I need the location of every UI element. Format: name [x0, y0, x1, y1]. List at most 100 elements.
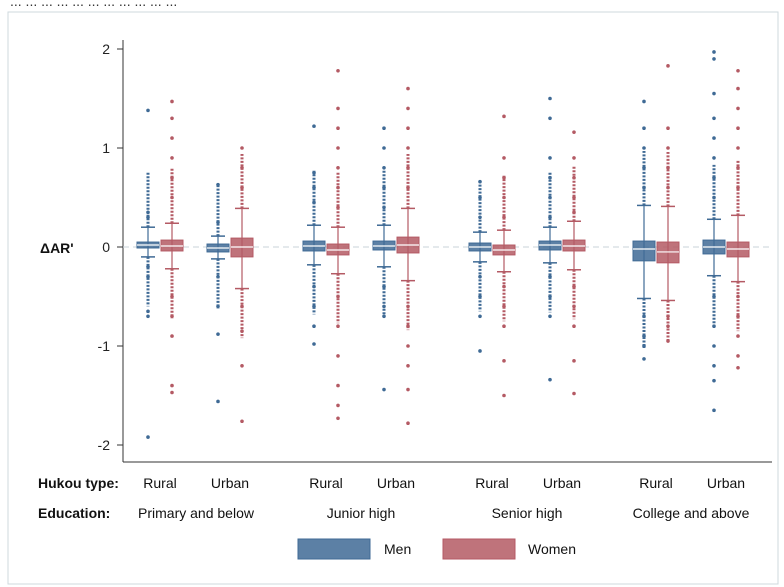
outlier-point: [502, 359, 506, 363]
y-tick-label: 1: [102, 140, 110, 156]
box-senior-high-rural-men: [468, 179, 492, 353]
box-college-and-above-rural-men: [632, 99, 656, 361]
y-tick-label: 2: [102, 41, 110, 57]
header-text: ... ... ... ... ... ... ... ... ... ... …: [10, 0, 177, 9]
outlier-point: [666, 146, 670, 150]
outlier-point: [240, 146, 244, 150]
outlier-point: [216, 399, 220, 404]
box-iqr: [632, 240, 656, 262]
outlier-point: [406, 126, 410, 130]
outlier-point: [666, 126, 670, 130]
outlier-point: [736, 354, 740, 358]
y-tick-label: -2: [98, 437, 111, 453]
hukou-label: Rural: [309, 475, 342, 491]
outlier-point: [478, 349, 482, 353]
box-junior-high-urban-women: [396, 86, 420, 426]
outlier-point: [572, 324, 576, 329]
outlier-point: [240, 364, 244, 368]
outlier-point: [146, 435, 150, 439]
outlier-point: [736, 68, 740, 73]
outlier-point: [170, 390, 174, 395]
outlier-point: [572, 130, 576, 134]
hukou-label: Urban: [707, 475, 745, 491]
outlier-point: [146, 309, 150, 314]
outlier-point: [216, 332, 220, 336]
outlier-point: [170, 116, 174, 121]
outlier-point: [170, 136, 174, 140]
boxes: [136, 50, 750, 439]
box-junior-high-urban-men: [372, 126, 396, 392]
outlier-point: [548, 377, 552, 382]
legend-swatch: [442, 538, 516, 560]
outlier-point: [572, 359, 576, 363]
box-senior-high-rural-women: [492, 114, 516, 398]
outlier-point: [736, 126, 740, 130]
outlier-point: [642, 126, 646, 130]
outlier-point: [642, 146, 646, 150]
outlier-point: [548, 116, 552, 121]
y-tick-label: 0: [102, 239, 110, 255]
outlier-point: [336, 383, 340, 388]
legend-label: Women: [528, 541, 576, 557]
hukou-label: Rural: [639, 475, 672, 491]
education-labels: Primary and below Junior high Senior high C…: [138, 505, 750, 521]
hukou-label: Urban: [543, 475, 581, 491]
outlier-point: [548, 96, 552, 101]
outlier-point: [382, 166, 386, 170]
outlier-point: [642, 357, 646, 361]
y-ticks: -2 -1 0 1 2: [98, 41, 123, 453]
y-axis-label: ΔAR': [40, 240, 74, 256]
outlier-point: [336, 354, 340, 358]
outlier-point: [642, 99, 646, 104]
box-junior-high-rural-men: [302, 124, 326, 346]
box-primary-and-below-urban-men: [206, 182, 230, 404]
hukou-label: Rural: [143, 475, 176, 491]
outlier-point: [406, 86, 410, 91]
box-senior-high-urban-men: [538, 96, 562, 382]
outlier-point: [406, 146, 410, 150]
outlier-point: [170, 383, 174, 388]
box-primary-and-below-rural-men: [136, 108, 160, 439]
outlier-point: [736, 86, 740, 91]
outlier-point: [406, 106, 410, 111]
outlier-point: [170, 334, 174, 338]
outlier-point: [406, 421, 410, 426]
outlier-point: [406, 364, 410, 368]
outlier-point: [336, 166, 340, 170]
outlier-point: [572, 391, 576, 396]
box-college-and-above-urban-men: [702, 50, 726, 413]
outlier-point: [712, 364, 716, 368]
outlier-point: [336, 324, 340, 329]
education-label: Primary and below: [138, 505, 255, 521]
box-primary-and-below-rural-women: [160, 99, 184, 395]
legend-label: Men: [384, 541, 411, 557]
outlier-point: [240, 419, 244, 424]
outlier-point: [336, 126, 340, 130]
legend-swatch: [297, 538, 371, 560]
outlier-point: [572, 156, 576, 160]
outlier-point: [312, 124, 316, 129]
box-primary-and-below-urban-women: [230, 146, 254, 424]
box-college-and-above-rural-women: [656, 64, 680, 343]
outlier-point: [712, 136, 716, 140]
outlier-point: [336, 68, 340, 73]
box-college-and-above-urban-women: [726, 68, 750, 370]
outlier-point: [712, 324, 716, 329]
legend: Men Women: [297, 538, 576, 560]
hukou-row-label: Hukou type:: [38, 475, 119, 491]
education-label: College and above: [633, 505, 750, 521]
outlier-point: [736, 334, 740, 338]
outlier-point: [712, 344, 716, 348]
outlier-point: [736, 106, 740, 111]
hukou-label: Urban: [377, 475, 415, 491]
box-junior-high-rural-women: [326, 68, 350, 421]
outlier-point: [382, 126, 386, 130]
education-row-label: Education:: [38, 505, 110, 521]
outlier-point: [478, 314, 482, 319]
outlier-point: [712, 91, 716, 96]
hukou-labels: Rural Urban Rural Urban Rural Urban Rural Urban: [143, 475, 745, 491]
outlier-point: [170, 156, 174, 160]
hukou-label: Urban: [211, 475, 249, 491]
outlier-point: [712, 50, 716, 54]
